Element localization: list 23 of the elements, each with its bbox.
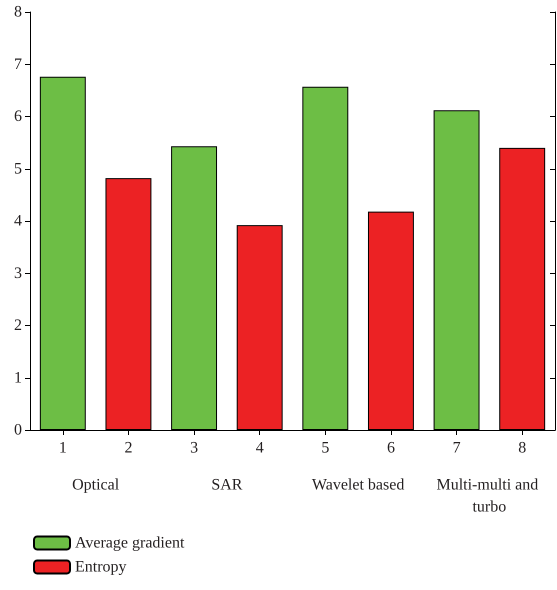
x-tick-label: 5 bbox=[321, 440, 330, 456]
x-tick-label: 3 bbox=[190, 440, 198, 456]
x-tick-label: 7 bbox=[452, 440, 461, 456]
y-tick-label: 1 bbox=[14, 369, 22, 386]
x-tick-label: 4 bbox=[256, 440, 264, 456]
text: Multi-multi and turbo bbox=[436, 476, 542, 516]
legend-label: Entropy bbox=[75, 558, 127, 576]
y-tick-label: 0 bbox=[14, 422, 22, 438]
y-tick-label: 3 bbox=[14, 264, 22, 282]
y-tick-label: 6 bbox=[14, 108, 22, 125]
y-tick-label: 4 bbox=[14, 212, 22, 230]
y-tick-label: 5 bbox=[14, 160, 22, 178]
text: SAR bbox=[211, 476, 243, 494]
x-tick-label: 1 bbox=[58, 440, 67, 456]
x-tick-label: 2 bbox=[124, 440, 132, 456]
text: Wavelet based bbox=[312, 476, 404, 494]
text: Optical bbox=[72, 476, 120, 494]
y-tick-label: 7 bbox=[14, 56, 22, 73]
y-tick-label: 8 bbox=[14, 4, 22, 20]
x-tick-label: 8 bbox=[518, 440, 526, 456]
y-tick-label: 2 bbox=[14, 317, 22, 334]
x-tick-label: 6 bbox=[386, 440, 395, 456]
legend-label: Average gradient bbox=[75, 534, 185, 552]
